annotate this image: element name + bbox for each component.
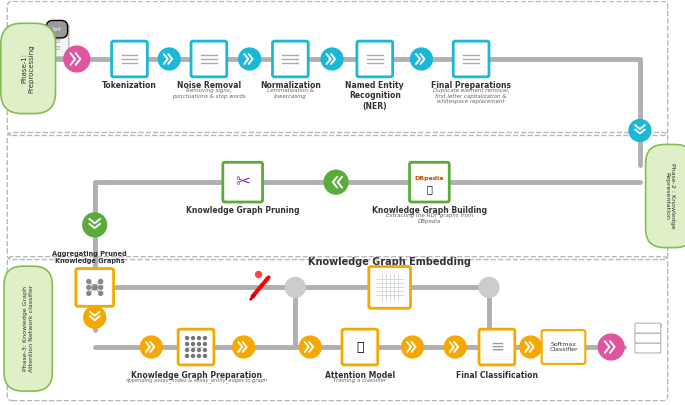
- FancyBboxPatch shape: [479, 329, 515, 365]
- Text: Phase-3: Knowledge Graph
Attention Network classifier: Phase-3: Knowledge Graph Attention Netwo…: [23, 285, 34, 372]
- FancyBboxPatch shape: [191, 41, 227, 77]
- Text: Softmax
Classifier: Softmax Classifier: [549, 341, 577, 352]
- Circle shape: [84, 306, 105, 328]
- Text: Knowledge Graph Building: Knowledge Graph Building: [372, 206, 487, 215]
- Circle shape: [410, 48, 432, 70]
- FancyBboxPatch shape: [45, 25, 69, 57]
- Text: Phase-1:
Preprocessing: Phase-1: Preprocessing: [22, 44, 35, 93]
- Text: 🧠: 🧠: [356, 341, 364, 354]
- Circle shape: [256, 271, 262, 277]
- FancyBboxPatch shape: [112, 41, 147, 77]
- Circle shape: [186, 354, 188, 358]
- Circle shape: [299, 336, 321, 358]
- Text: Training a classifier: Training a classifier: [334, 378, 386, 383]
- FancyBboxPatch shape: [357, 41, 393, 77]
- Circle shape: [192, 348, 195, 352]
- Circle shape: [203, 354, 206, 358]
- Text: Duplicate element removal,
first letter capitalization &
whitespace replacement: Duplicate element removal, first letter …: [433, 88, 510, 104]
- Text: RDF2vec: RDF2vec: [376, 272, 403, 277]
- FancyBboxPatch shape: [542, 330, 585, 364]
- Circle shape: [520, 336, 542, 358]
- Circle shape: [158, 48, 180, 70]
- Text: Predicted
Labels: Predicted Labels: [634, 324, 662, 335]
- Circle shape: [401, 336, 423, 358]
- Text: Extracting the RDF graphs from
DBpedia: Extracting the RDF graphs from DBpedia: [386, 213, 473, 224]
- Text: Noise Removal: Noise Removal: [177, 81, 241, 90]
- Circle shape: [324, 170, 348, 194]
- Circle shape: [238, 48, 260, 70]
- Circle shape: [87, 286, 90, 290]
- Text: Knowledge Graph Pruning: Knowledge Graph Pruning: [186, 206, 299, 215]
- Circle shape: [87, 291, 90, 295]
- FancyBboxPatch shape: [273, 41, 308, 77]
- FancyBboxPatch shape: [342, 329, 377, 365]
- Circle shape: [445, 336, 466, 358]
- Circle shape: [197, 343, 201, 345]
- Text: Final Preparations: Final Preparations: [431, 81, 511, 90]
- Circle shape: [99, 279, 103, 284]
- Circle shape: [99, 291, 103, 295]
- Text: Lemmatization &
lowercasing: Lemmatization & lowercasing: [267, 88, 314, 98]
- Circle shape: [92, 285, 97, 290]
- FancyBboxPatch shape: [453, 41, 489, 77]
- Circle shape: [186, 343, 188, 345]
- Circle shape: [87, 279, 90, 284]
- FancyBboxPatch shape: [635, 343, 661, 353]
- Circle shape: [192, 337, 195, 339]
- Text: Tokenization: Tokenization: [102, 81, 157, 90]
- Text: Knowledge Graph Embedding: Knowledge Graph Embedding: [308, 257, 471, 266]
- Text: ≡: ≡: [490, 338, 504, 356]
- Circle shape: [321, 48, 343, 70]
- FancyBboxPatch shape: [410, 162, 449, 202]
- Circle shape: [197, 337, 201, 339]
- Text: Final Classification: Final Classification: [456, 371, 538, 380]
- FancyBboxPatch shape: [223, 162, 262, 202]
- Text: Attention Model: Attention Model: [325, 371, 395, 380]
- Circle shape: [83, 213, 107, 237]
- Text: Appending essay_nodes & essay_entity_edges to graph: Appending essay_nodes & essay_entity_edg…: [125, 378, 267, 384]
- Text: txt: txt: [53, 27, 62, 32]
- FancyBboxPatch shape: [369, 266, 410, 308]
- Circle shape: [140, 336, 162, 358]
- Circle shape: [479, 277, 499, 297]
- Text: 🌐: 🌐: [427, 184, 432, 194]
- Circle shape: [197, 348, 201, 352]
- Text: Phase-2 : Knowledge
Representation: Phase-2 : Knowledge Representation: [664, 163, 675, 229]
- Text: Removing signs,
punctuations & stop words: Removing signs, punctuations & stop word…: [172, 88, 246, 98]
- Circle shape: [197, 354, 201, 358]
- FancyBboxPatch shape: [76, 269, 114, 306]
- Circle shape: [629, 119, 651, 141]
- Circle shape: [192, 343, 195, 345]
- Text: Aggregating Pruned
Knowledge Graphs: Aggregating Pruned Knowledge Graphs: [53, 251, 127, 264]
- Circle shape: [192, 354, 195, 358]
- Circle shape: [186, 337, 188, 339]
- FancyBboxPatch shape: [635, 323, 661, 333]
- Text: ✂: ✂: [235, 173, 250, 191]
- Text: DBpedia: DBpedia: [414, 176, 444, 181]
- Text: Normalization: Normalization: [260, 81, 321, 90]
- FancyBboxPatch shape: [178, 329, 214, 365]
- Circle shape: [186, 348, 188, 352]
- Circle shape: [233, 336, 255, 358]
- FancyBboxPatch shape: [635, 333, 661, 343]
- Text: Knowledge Graph Preparation: Knowledge Graph Preparation: [131, 371, 262, 380]
- Circle shape: [598, 334, 624, 360]
- Circle shape: [203, 343, 206, 345]
- Circle shape: [99, 286, 103, 290]
- Circle shape: [286, 277, 306, 297]
- Circle shape: [203, 348, 206, 352]
- Text: Named Entity
Recognition
(NER): Named Entity Recognition (NER): [345, 81, 404, 111]
- Circle shape: [203, 337, 206, 339]
- Circle shape: [64, 46, 90, 72]
- Text: ≡
≡
≡: ≡ ≡ ≡: [54, 31, 60, 51]
